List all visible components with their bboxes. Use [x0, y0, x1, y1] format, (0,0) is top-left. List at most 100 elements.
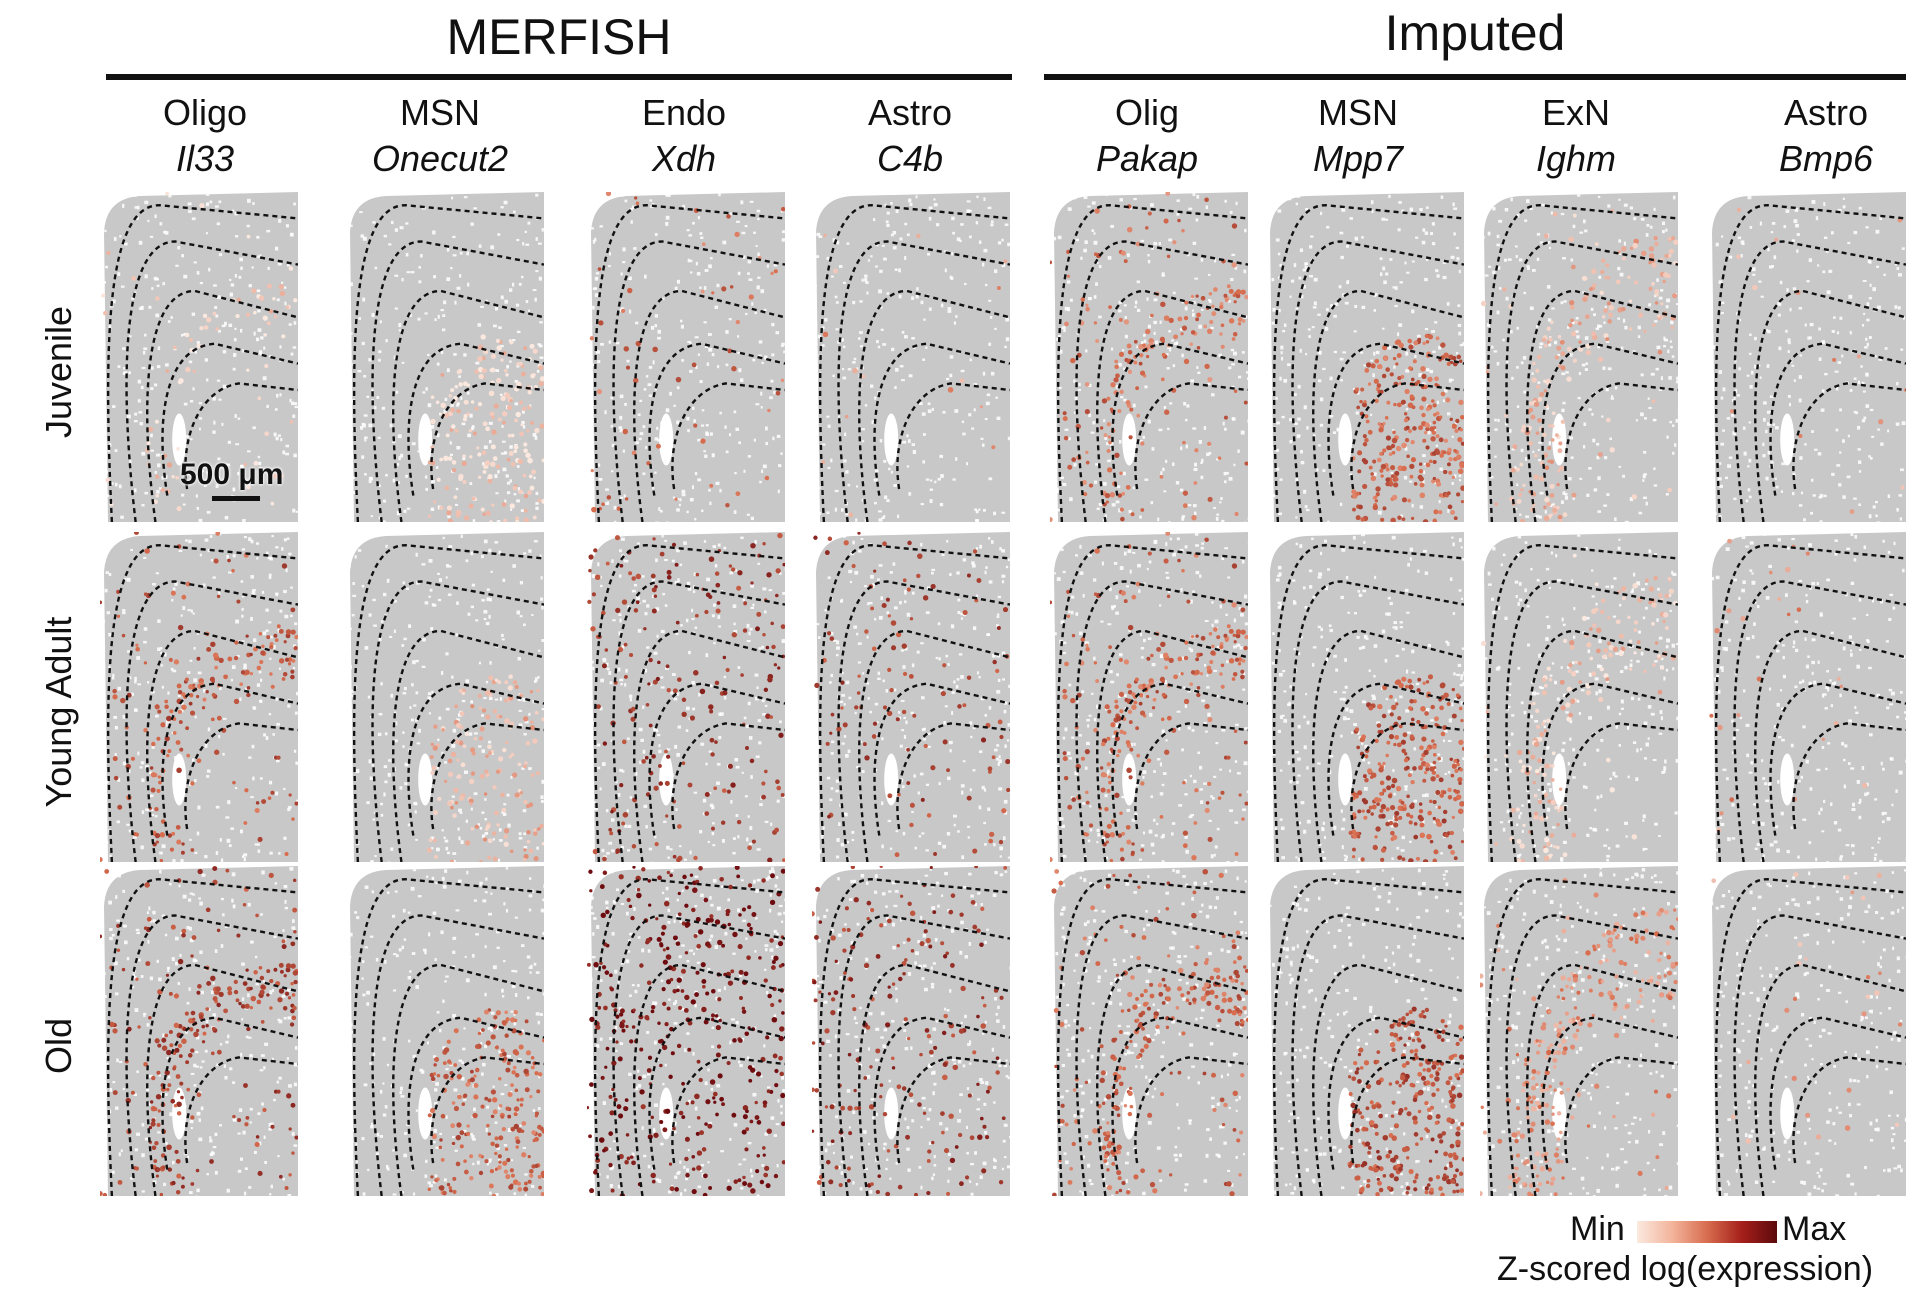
tissue-map	[1480, 532, 1678, 862]
tissue-panel	[100, 866, 298, 1196]
scale-bar-label: 500 μm	[180, 458, 283, 492]
tissue-panel	[1050, 532, 1248, 862]
tissue-map	[1266, 192, 1464, 522]
tissue-map	[1708, 866, 1906, 1196]
tissue-map	[1266, 866, 1464, 1196]
tissue-map	[100, 866, 298, 1196]
ventricle	[1780, 414, 1794, 466]
ventricle	[884, 414, 898, 466]
tissue-map	[812, 192, 1010, 522]
gene-label: Bmp6	[1716, 136, 1920, 182]
ventricle	[1780, 754, 1794, 806]
tissue-panel	[346, 532, 544, 862]
tissue-section	[1054, 532, 1248, 862]
cell-type-label: Olig	[1037, 90, 1257, 136]
tissue-panel	[346, 192, 544, 522]
tissue-map	[1050, 866, 1248, 1196]
tissue-section	[1712, 866, 1906, 1196]
ventricle	[1338, 414, 1352, 466]
tissue-map	[1708, 532, 1906, 862]
ventricle	[1122, 754, 1136, 806]
tissue-section	[1712, 532, 1906, 862]
ventricle	[1780, 1088, 1794, 1140]
tissue-map	[1050, 532, 1248, 862]
cell-type-label: MSN	[330, 90, 550, 136]
group-title-imputed: Imputed	[1044, 4, 1906, 62]
group-rule-imputed	[1044, 74, 1906, 80]
ventricle	[418, 754, 432, 806]
gene-label: Il33	[95, 136, 315, 182]
gene-label: Ighm	[1466, 136, 1686, 182]
ventricle	[172, 754, 186, 806]
ventricle	[659, 414, 673, 466]
gene-label: Xdh	[574, 136, 794, 182]
tissue-section	[104, 532, 298, 862]
tissue-map	[587, 532, 785, 862]
tissue-panel	[1266, 532, 1464, 862]
tissue-panel	[812, 866, 1010, 1196]
tissue-panel	[100, 532, 298, 862]
tissue-panel	[1266, 192, 1464, 522]
tissue-panel	[812, 192, 1010, 522]
group-rule-merfish	[106, 74, 1012, 80]
cell-type-label: Endo	[574, 90, 794, 136]
tissue-section	[350, 192, 544, 522]
cell-type-label: Oligo	[95, 90, 315, 136]
tissue-section	[1054, 192, 1248, 522]
tissue-panel	[587, 866, 785, 1196]
group-title-merfish: MERFISH	[106, 8, 1012, 66]
tissue-map	[100, 532, 298, 862]
ventricle	[418, 414, 432, 466]
tissue-panel	[346, 866, 544, 1196]
scale-bar	[212, 496, 260, 501]
ventricle	[659, 754, 673, 806]
gene-label: C4b	[800, 136, 1020, 182]
gene-label: Onecut2	[330, 136, 550, 182]
ventricle	[1122, 414, 1136, 466]
row-label-0: Juvenile	[38, 222, 82, 522]
row-label-2: Old	[38, 896, 82, 1196]
tissue-section	[104, 866, 298, 1196]
tissue-panel	[1480, 532, 1678, 862]
tissue-map	[587, 192, 785, 522]
legend-title: Z-scored log(expression)	[1497, 1250, 1873, 1289]
tissue-panel	[1266, 866, 1464, 1196]
tissue-map	[812, 532, 1010, 862]
tissue-map	[587, 866, 785, 1196]
tissue-panel	[1480, 866, 1678, 1196]
tissue-panel	[812, 532, 1010, 862]
tissue-map	[1050, 192, 1248, 522]
tissue-panel	[587, 532, 785, 862]
row-label-1: Young Adult	[38, 562, 82, 862]
tissue-section	[591, 192, 785, 522]
tissue-map	[1266, 532, 1464, 862]
tissue-section	[1270, 192, 1464, 522]
tissue-panel	[1050, 192, 1248, 522]
tissue-map	[1708, 192, 1906, 522]
tissue-map	[1480, 866, 1678, 1196]
legend-min-label: Min	[1570, 1210, 1625, 1249]
tissue-map	[346, 192, 544, 522]
cell-type-label: Astro	[800, 90, 1020, 136]
tissue-panel	[1708, 866, 1906, 1196]
tissue-panel	[587, 192, 785, 522]
cell-type-label: MSN	[1248, 90, 1468, 136]
tissue-panel	[1708, 192, 1906, 522]
tissue-section	[1484, 866, 1678, 1196]
legend-max-label: Max	[1782, 1210, 1846, 1249]
tissue-map	[346, 866, 544, 1196]
cell-type-label: ExN	[1466, 90, 1686, 136]
ventricle	[1338, 754, 1352, 806]
tissue-section	[350, 532, 544, 862]
tissue-panel	[1708, 532, 1906, 862]
tissue-map	[812, 866, 1010, 1196]
tissue-map	[1480, 192, 1678, 522]
